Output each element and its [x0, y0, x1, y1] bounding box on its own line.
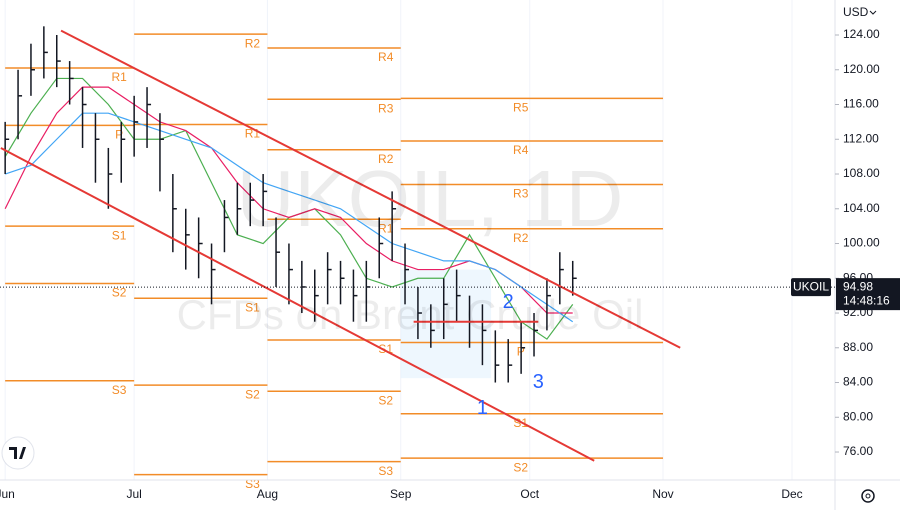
- y-tick-label: 124.00: [843, 27, 880, 41]
- y-tick-label: 76.00: [843, 444, 873, 458]
- y-tick-label: 116.00: [843, 97, 879, 111]
- x-tick-label: Jul: [126, 487, 141, 501]
- y-tick-label: 120.00: [843, 62, 880, 76]
- pivot-label: R3: [378, 101, 394, 115]
- symbol-tag: [791, 278, 831, 297]
- countdown: 14:48:16: [843, 293, 890, 307]
- settings-icon[interactable]: [861, 489, 875, 503]
- y-tick-label: 88.00: [843, 340, 873, 354]
- pivot-label: P: [115, 128, 123, 142]
- x-tick-label: Oct: [520, 487, 539, 501]
- pivot-label: S2: [513, 460, 528, 474]
- currency-caret: [869, 10, 877, 15]
- x-tick-label: Dec: [781, 487, 802, 501]
- x-tick-label: Sep: [390, 487, 412, 501]
- x-tick-label: Nov: [652, 487, 673, 501]
- watermark-subtitle: CFDs on Brent Crude Oil: [177, 291, 644, 338]
- pivot-label: R1: [378, 221, 394, 235]
- pivot-label: S1: [112, 228, 127, 242]
- annotation: 1: [477, 397, 488, 419]
- x-tick-label: Aug: [257, 487, 278, 501]
- pivot-label: R1: [111, 70, 127, 84]
- currency[interactable]: USD: [843, 5, 869, 19]
- price-tag: [836, 278, 900, 311]
- y-tick-label: 108.00: [843, 166, 880, 180]
- moving-average: [4, 112, 574, 323]
- y-tick-label: 84.00: [843, 375, 873, 389]
- pivot-label: R3: [513, 187, 529, 201]
- pivot-label: S1: [245, 300, 260, 314]
- pivot-label: S2: [378, 393, 393, 407]
- y-tick-label: 104.00: [843, 201, 880, 215]
- y-tick-label: 100.00: [843, 236, 880, 250]
- plot-area: R1PS1S2S3R2R1S1S2S3R4R3R2R1S1S2S3R5R4R3R…: [0, 0, 793, 491]
- trend-line: [0, 147, 595, 462]
- pivot-label: R2: [378, 152, 394, 166]
- watermark-title: UKOIL, 1D: [237, 154, 624, 243]
- pivot-label: S2: [245, 387, 260, 401]
- last-price: 94.98: [843, 279, 873, 293]
- pivot-label: S2: [112, 286, 127, 300]
- volume-profile: [400, 269, 492, 379]
- annotation: 2: [503, 291, 514, 313]
- pivot-label: R2: [245, 36, 261, 50]
- pivot-label: R5: [513, 101, 529, 115]
- pivot-label: R4: [513, 143, 529, 157]
- x-tick-label: Jun: [0, 487, 15, 501]
- y-tick-label: 112.00: [843, 131, 879, 145]
- pivot-label: R2: [513, 231, 529, 245]
- pivot-label: S3: [378, 464, 393, 478]
- tv-logo: [1, 436, 35, 470]
- pivot-label: R4: [378, 50, 394, 64]
- trend-line: [60, 29, 681, 349]
- annotation: 3: [533, 371, 544, 393]
- symbol-label: UKOIL: [793, 279, 829, 293]
- pivot-label: S3: [112, 383, 127, 397]
- y-tick-label: 80.00: [843, 409, 873, 423]
